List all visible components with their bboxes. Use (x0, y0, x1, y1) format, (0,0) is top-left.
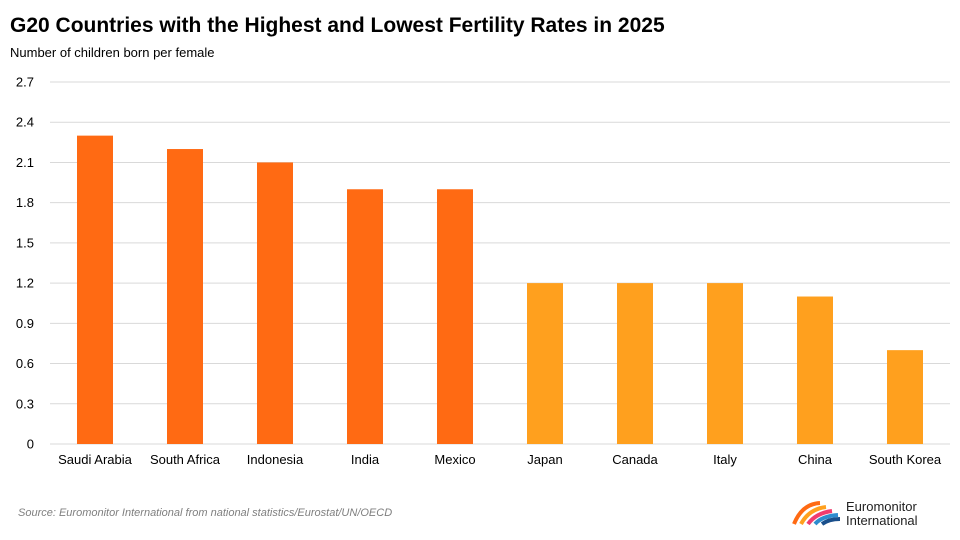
bar-japan (527, 283, 563, 444)
bar-canada (617, 283, 653, 444)
brand-name-line1: Euromonitor (846, 499, 917, 514)
y-tick-label: 0.3 (16, 396, 34, 411)
x-tick-label: Indonesia (247, 452, 304, 467)
y-tick-label: 2.7 (16, 75, 34, 90)
bar-italy (707, 283, 743, 444)
x-tick-label: South Korea (869, 452, 942, 467)
bars (77, 135, 923, 444)
bar-saudi-arabia (77, 135, 113, 444)
source-note: Source: Euromonitor International from n… (18, 507, 393, 519)
bar-india (347, 189, 383, 444)
bar-china (797, 296, 833, 444)
bar-south-africa (167, 149, 203, 444)
y-tick-label: 0.9 (16, 316, 34, 331)
y-tick-label: 1.5 (16, 235, 34, 250)
bar-mexico (437, 189, 473, 444)
bar-indonesia (257, 162, 293, 444)
y-tick-label: 2.1 (16, 155, 34, 170)
x-tick-label: India (351, 452, 380, 467)
y-tick-label: 1.8 (16, 195, 34, 210)
chart-title: G20 Countries with the Highest and Lowes… (10, 14, 665, 37)
y-tick-label: 0 (27, 437, 34, 452)
bar-south-korea (887, 350, 923, 444)
euromonitor-logo-icon (792, 501, 841, 526)
x-axis-ticks: Saudi Arabia South Africa Indonesia India Me… (58, 452, 942, 467)
y-tick-label: 0.6 (16, 356, 34, 371)
x-tick-label: Saudi Arabia (58, 452, 132, 467)
x-tick-label: South Africa (150, 452, 221, 467)
x-tick-label: Canada (612, 452, 658, 467)
brand-name-line2: International (846, 513, 918, 528)
x-tick-label: Italy (713, 452, 737, 467)
y-axis-ticks: 0 0.3 0.6 0.9 1.2 1.5 1.8 2.1 2.4 2.7 (16, 75, 34, 452)
chart-subtitle: Number of children born per female (10, 45, 215, 60)
x-tick-label: Japan (527, 452, 562, 467)
x-tick-label: China (798, 452, 833, 467)
x-tick-label: Mexico (434, 452, 475, 467)
y-tick-label: 1.2 (16, 276, 34, 291)
y-tick-label: 2.4 (16, 115, 34, 130)
brand-name: Euromonitor International (846, 500, 918, 528)
brand-logo: Euromonitor International (792, 498, 942, 530)
